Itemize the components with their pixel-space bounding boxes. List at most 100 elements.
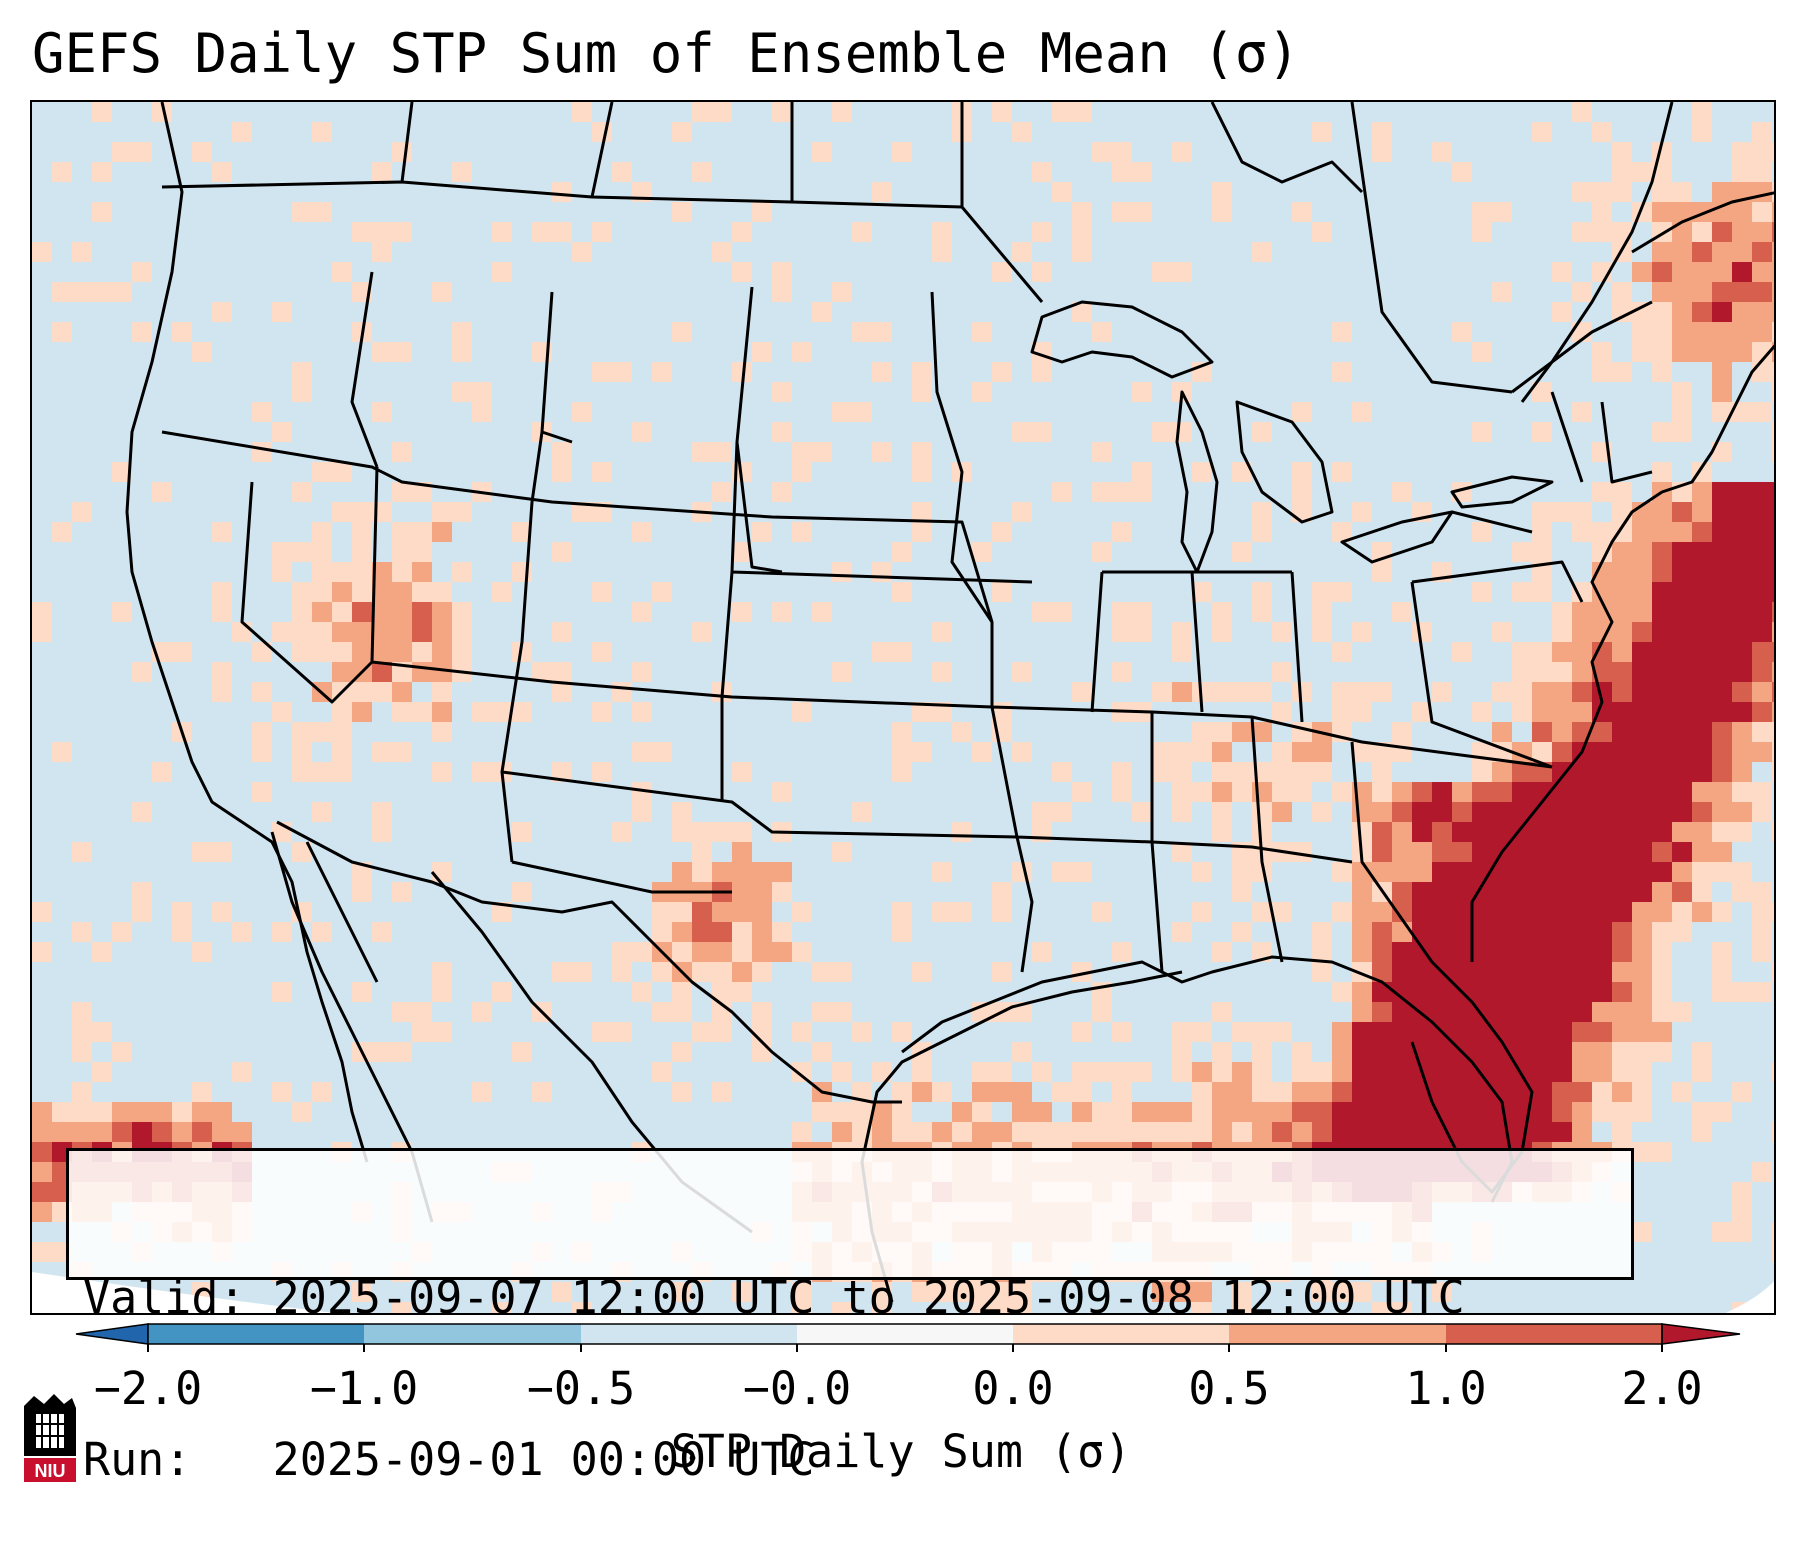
stp-cell: [992, 582, 1012, 602]
stp-cell: [1232, 1282, 1252, 1302]
colorbar-tick-label: −1.0: [309, 1362, 419, 1415]
stp-cell: [1592, 222, 1612, 242]
stp-cell: [1292, 1122, 1312, 1142]
stp-cell: [1732, 682, 1752, 702]
stp-cell: [1452, 1122, 1472, 1142]
stp-cell: [1632, 882, 1652, 902]
stp-cell: [1132, 622, 1152, 642]
stp-cell: [32, 942, 52, 962]
stp-cell: [1532, 422, 1552, 442]
stp-cell: [1432, 1002, 1452, 1022]
stp-cell: [1232, 722, 1252, 742]
stp-cell: [1572, 682, 1592, 702]
stp-cell: [752, 202, 772, 222]
stp-cell: [1232, 922, 1252, 942]
stp-cell: [1672, 602, 1692, 622]
great-lake-ontario: [1450, 475, 1554, 509]
stp-cell: [1552, 1062, 1572, 1082]
stp-cell: [1732, 402, 1752, 422]
stp-cell: [432, 962, 452, 982]
stp-cell: [1692, 862, 1712, 882]
stp-cell: [992, 102, 1012, 122]
stp-cell: [1452, 1062, 1472, 1082]
stp-cell: [692, 102, 712, 122]
stp-cell: [292, 542, 312, 562]
stp-cell: [1492, 622, 1512, 642]
stp-cell: [1572, 1082, 1592, 1102]
stp-cell: [492, 1302, 512, 1313]
projection-edge: [32, 1272, 335, 1313]
stp-cell: [1512, 822, 1532, 842]
stp-cell: [912, 442, 932, 462]
stp-cell: [1712, 182, 1732, 202]
stp-cell: [1412, 1122, 1432, 1142]
stp-cell: [1232, 1062, 1252, 1082]
stp-cell: [1332, 642, 1352, 662]
stp-cell: [1712, 242, 1732, 262]
stp-cell: [552, 462, 572, 482]
stp-cell: [732, 602, 752, 622]
stp-cell: [72, 1002, 92, 1022]
stp-cell: [1592, 902, 1612, 922]
stp-cell: [1272, 902, 1292, 922]
stp-cell: [1652, 262, 1672, 282]
stp-cell: [1632, 1082, 1652, 1102]
stp-cell: [1592, 482, 1612, 502]
stp-cell: [1572, 602, 1592, 622]
stp-cell: [112, 142, 132, 162]
stp-cell: [1672, 582, 1692, 602]
stp-cell: [1692, 662, 1712, 682]
stp-cell: [912, 1082, 932, 1102]
stp-cell: [672, 942, 692, 962]
stp-cell: [1652, 882, 1672, 902]
stp-cell: [1212, 742, 1232, 762]
stp-cell: [1552, 702, 1572, 722]
stp-cell: [1132, 602, 1152, 622]
stp-cell: [1672, 782, 1692, 802]
stp-cell: [1692, 902, 1712, 922]
stp-cell: [392, 542, 412, 562]
stp-cell: [1392, 1302, 1412, 1313]
stp-cell: [1452, 902, 1472, 922]
stp-cell: [1112, 762, 1132, 782]
stp-cell: [1372, 562, 1392, 582]
stp-cell: [1372, 122, 1392, 142]
stp-cell: [1592, 342, 1612, 362]
stp-cell: [1712, 642, 1732, 662]
stp-cell: [732, 862, 752, 882]
stp-cell: [192, 1122, 212, 1142]
stp-cell: [1292, 202, 1312, 222]
stp-cell: [1552, 982, 1572, 1002]
stp-cell: [1132, 802, 1152, 822]
stp-cell: [1312, 622, 1332, 642]
stp-cell: [1152, 422, 1172, 442]
valid-line: Valid: 2025-09-07 12:00 UTC to 2025-09-0…: [83, 1271, 1617, 1325]
stp-cell: [1612, 282, 1632, 302]
stp-cell: [1472, 882, 1492, 902]
stp-cell: [1672, 762, 1692, 782]
stp-cell: [1452, 862, 1472, 882]
stp-cell: [472, 762, 492, 782]
stp-cell: [1732, 702, 1752, 722]
stp-cell: [232, 622, 252, 642]
stp-cell: [1452, 162, 1472, 182]
stp-cell: [1612, 362, 1632, 382]
stp-cell: [1592, 642, 1612, 662]
stp-cell: [32, 1142, 52, 1162]
stp-cell: [1292, 402, 1312, 422]
stp-cell: [392, 522, 412, 542]
stp-cell: [1332, 702, 1352, 722]
stp-cell: [1612, 1122, 1632, 1142]
stp-cell: [1652, 942, 1672, 962]
map-canvas: [32, 102, 1774, 1313]
stp-cell: [1232, 1082, 1252, 1102]
stp-cell: [1732, 882, 1752, 902]
stp-cell: [1252, 1122, 1272, 1142]
stp-cell: [1552, 722, 1572, 742]
stp-cell: [1152, 1282, 1172, 1302]
stp-cell: [1692, 742, 1712, 762]
stp-cell: [1612, 582, 1632, 602]
stp-cell: [352, 522, 372, 542]
stp-cell: [1452, 782, 1472, 802]
stp-cell: [1012, 1282, 1032, 1302]
